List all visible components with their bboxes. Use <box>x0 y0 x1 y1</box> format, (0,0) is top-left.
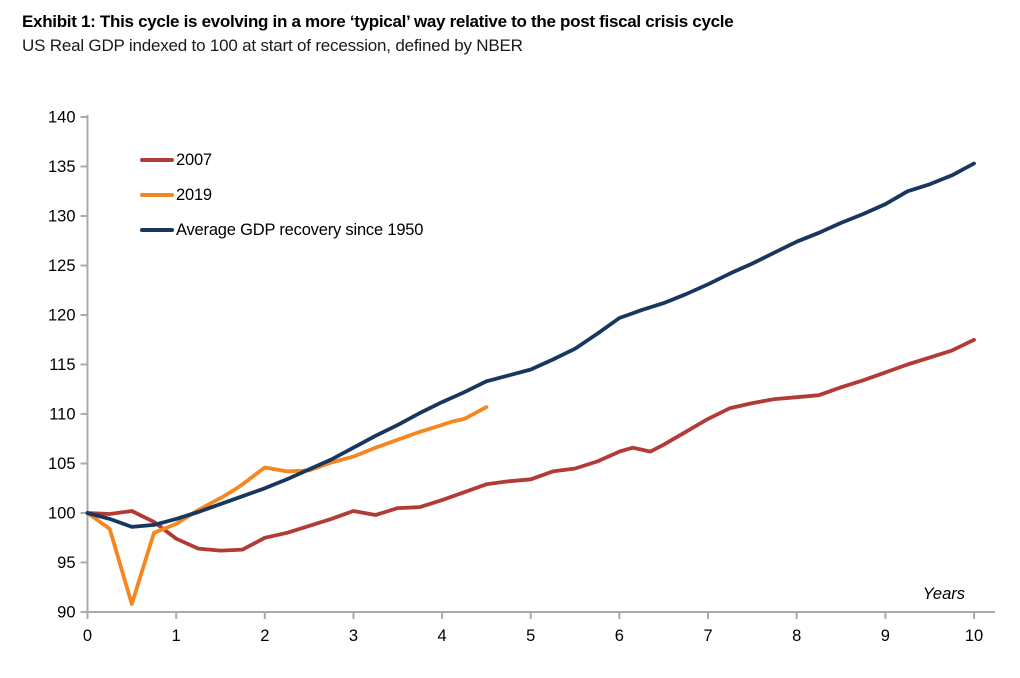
x-axis-tick-label: 6 <box>615 627 624 645</box>
legend-item-2019: 2019 <box>140 186 212 204</box>
y-axis-tick-label: 135 <box>48 158 76 176</box>
y-axis-tick-label: 100 <box>48 505 76 523</box>
legend-item-2007: 2007 <box>140 151 212 169</box>
series-line-average-gdp-recovery-since-1950 <box>85 161 976 529</box>
y-axis-tick-label: 140 <box>48 109 76 127</box>
x-axis-tick-label: 1 <box>172 627 181 645</box>
x-axis-tick-label: 5 <box>526 627 535 645</box>
y-axis-tick-label: 115 <box>49 356 75 374</box>
x-axis-tick-label: 9 <box>881 627 890 645</box>
y-axis-tick-label: 130 <box>48 208 76 226</box>
y-axis-tick-label: 95 <box>57 554 75 572</box>
x-axis-tick-label: 7 <box>703 627 712 645</box>
x-axis-tick-label: 3 <box>349 627 358 645</box>
y-axis-tick-label: 105 <box>48 455 76 473</box>
legend-label-2019: 2019 <box>176 185 212 204</box>
legend-swatch-average-1950 <box>140 228 174 232</box>
legend-swatch-2007 <box>140 158 174 162</box>
y-axis-tick-label: 90 <box>57 604 75 622</box>
chart-subtitle: US Real GDP indexed to 100 at start of r… <box>22 36 523 55</box>
x-axis-title-years: Years <box>923 585 965 603</box>
legend-item-average-1950: Average GDP recovery since 1950 <box>140 221 423 239</box>
x-axis-tick-label: 8 <box>792 627 801 645</box>
exhibit-title: Exhibit 1: This cycle is evolving in a m… <box>22 12 734 31</box>
legend-swatch-2019 <box>140 193 174 197</box>
x-axis-tick-label: 10 <box>965 627 983 645</box>
legend-label-average-1950: Average GDP recovery since 1950 <box>176 220 424 239</box>
series-line-2007 <box>85 337 976 553</box>
y-axis-tick-label: 120 <box>48 307 76 325</box>
y-axis-tick-label: 110 <box>49 406 75 424</box>
y-axis-tick-label: 125 <box>48 257 76 275</box>
series-line-2019 <box>85 405 489 606</box>
x-axis-tick-label: 4 <box>438 627 447 645</box>
chart-header: Exhibit 1: This cycle is evolving in a m… <box>22 10 1002 57</box>
legend-label-2007: 2007 <box>176 150 212 169</box>
x-axis-tick-label: 0 <box>83 627 92 645</box>
x-axis-tick-label: 2 <box>260 627 269 645</box>
